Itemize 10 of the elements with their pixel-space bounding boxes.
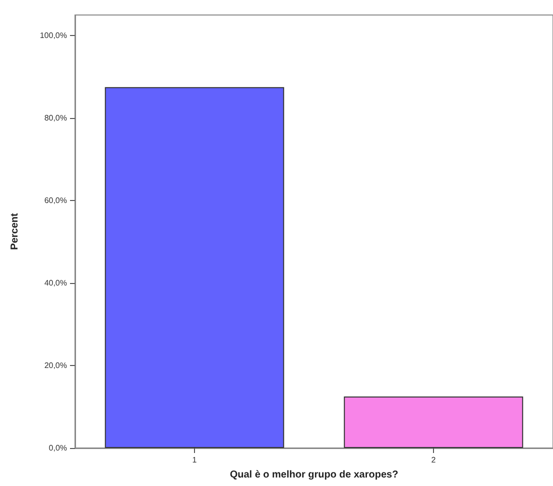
y-tick-label: 40,0% <box>44 278 67 288</box>
y-tick-label: 100,0% <box>40 31 67 40</box>
x-axis-title: Qual è o melhor grupo de xaropes? <box>230 470 398 480</box>
y-tick-label: 60,0% <box>44 196 67 206</box>
y-tick-label: 80,0% <box>44 114 67 123</box>
y-axis-title: Percent <box>10 212 20 250</box>
y-tick-label: 20,0% <box>44 361 67 370</box>
y-tick-label: 0,0% <box>48 444 67 452</box>
x-tick-label: 1 <box>192 456 198 464</box>
x-tick-label: 2 <box>431 456 436 464</box>
